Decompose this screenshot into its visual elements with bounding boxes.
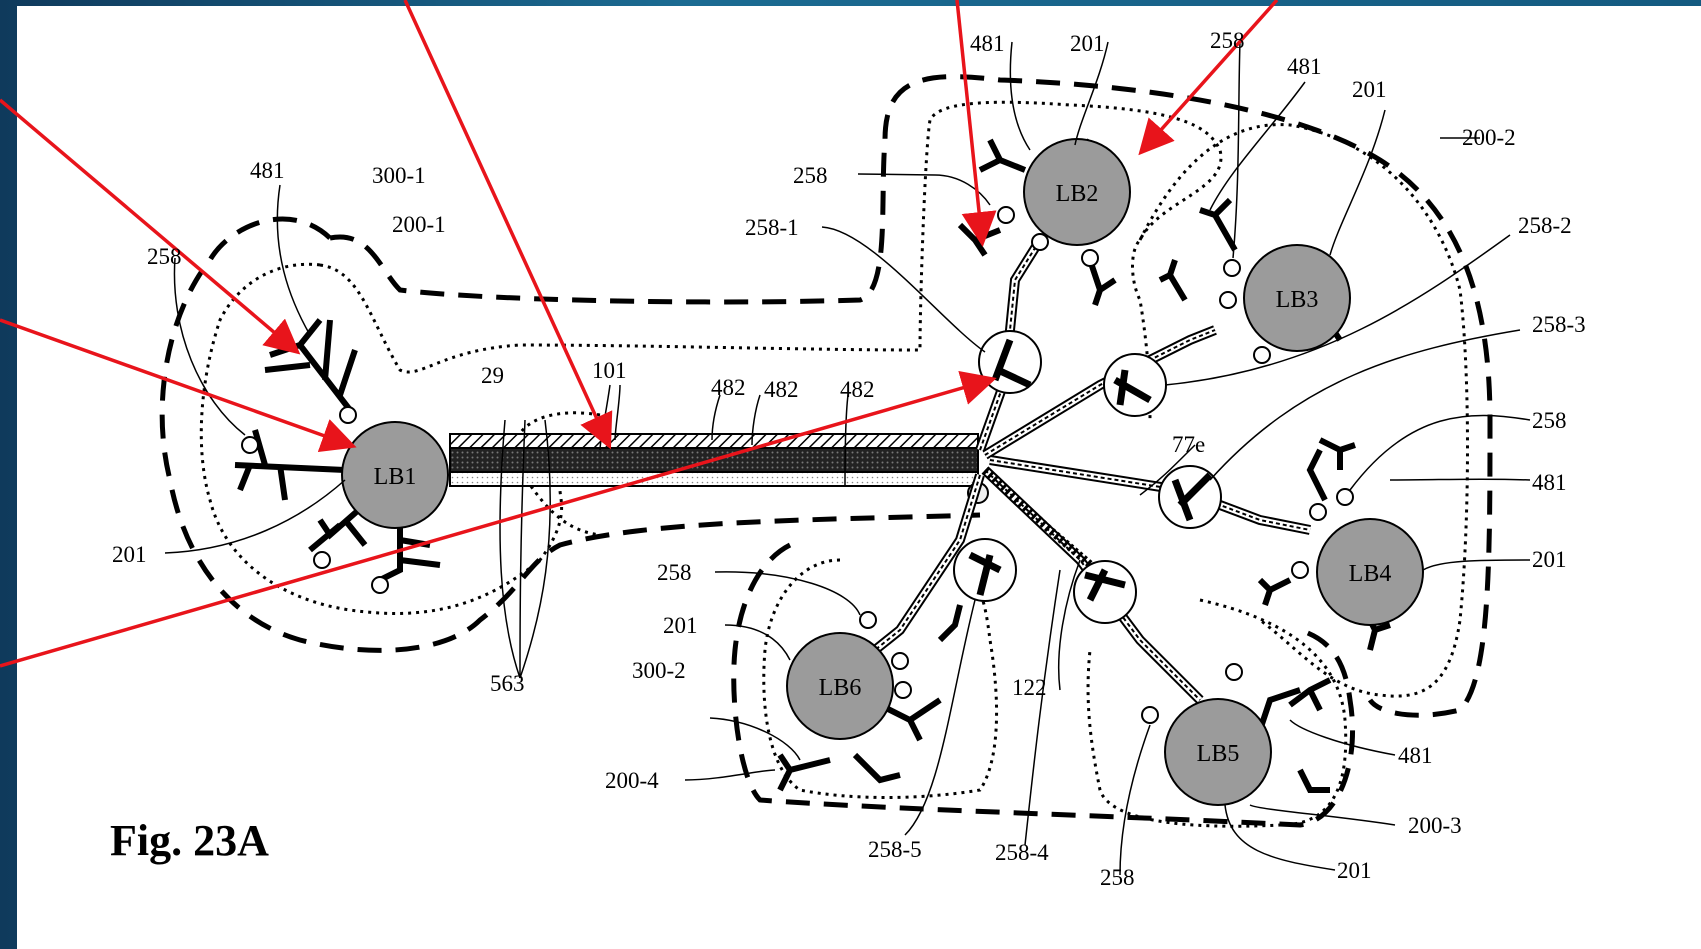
node-label-LB2: LB2: [1056, 181, 1099, 207]
label-481: 481: [250, 158, 285, 183]
label-300-2: 300-2: [632, 658, 686, 683]
label-482: 482: [764, 377, 799, 402]
label-300-1: 300-1: [372, 163, 426, 188]
label-201: 201: [1070, 31, 1105, 56]
node-label-LB3: LB3: [1276, 287, 1319, 313]
figure-caption: Fig. 23A: [110, 816, 269, 865]
label-201: 201: [112, 542, 147, 567]
label-258: 258: [147, 244, 182, 269]
inner-dotted-boundaries: [199, 100, 1469, 828]
junctions: [953, 330, 1222, 624]
label-258-5: 258-5: [868, 837, 922, 862]
junction-258-5: [953, 538, 1017, 602]
label-563: 563: [490, 671, 525, 696]
label-258: 258: [657, 560, 692, 585]
label-200-2: 200-2: [1462, 125, 1516, 150]
junction-258-1: [978, 330, 1042, 394]
label-258: 258: [793, 163, 828, 188]
label-200-3: 200-3: [1408, 813, 1462, 838]
node-LB2: LB2: [1023, 138, 1131, 246]
label-481: 481: [1398, 743, 1433, 768]
label-258-3: 258-3: [1532, 312, 1586, 337]
label-258: 258: [1100, 865, 1135, 890]
label-482: 482: [840, 377, 875, 402]
label-481: 481: [1532, 470, 1567, 495]
label-200-4: 200-4: [605, 768, 659, 793]
label-29: 29: [481, 363, 504, 388]
label-258: 258: [1532, 408, 1567, 433]
label-482: 482: [711, 375, 746, 400]
red-annotation-arrows: [0, 0, 1279, 668]
label-77e: 77e: [1172, 432, 1205, 457]
junction-258-4: [1073, 560, 1137, 624]
node-LB6: LB6: [786, 632, 894, 740]
node-label-LB1: LB1: [374, 464, 417, 490]
junction-258-3: [1158, 465, 1222, 529]
label-201: 201: [1352, 77, 1387, 102]
label-481: 481: [1287, 54, 1322, 79]
node-label-LB5: LB5: [1197, 741, 1240, 767]
junction-258-2: [1103, 353, 1167, 417]
node-LB1: LB1: [341, 421, 449, 529]
central-trunk: [449, 433, 989, 504]
node-label-LB4: LB4: [1349, 561, 1392, 587]
label-122: 122: [1012, 675, 1047, 700]
sensor-points: [241, 206, 1354, 724]
label-201: 201: [663, 613, 698, 638]
label-201: 201: [1337, 858, 1372, 883]
label-258: 258: [1210, 28, 1245, 53]
node-LB5: LB5: [1164, 698, 1272, 806]
reference-labels: 481 300-1 200-1 258 201 29 101 482 482 4…: [112, 28, 1586, 890]
node-LB3: LB3: [1243, 244, 1351, 352]
label-201: 201: [1532, 547, 1567, 572]
label-200-1: 200-1: [392, 212, 446, 237]
node-label-LB6: LB6: [819, 675, 862, 701]
label-258-4: 258-4: [995, 840, 1049, 865]
label-258-2: 258-2: [1518, 213, 1572, 238]
label-101: 101: [592, 358, 627, 383]
leader-lines: [164, 41, 1531, 876]
node-LB4: LB4: [1316, 518, 1424, 626]
label-481: 481: [970, 31, 1005, 56]
label-258-1: 258-1: [745, 215, 799, 240]
